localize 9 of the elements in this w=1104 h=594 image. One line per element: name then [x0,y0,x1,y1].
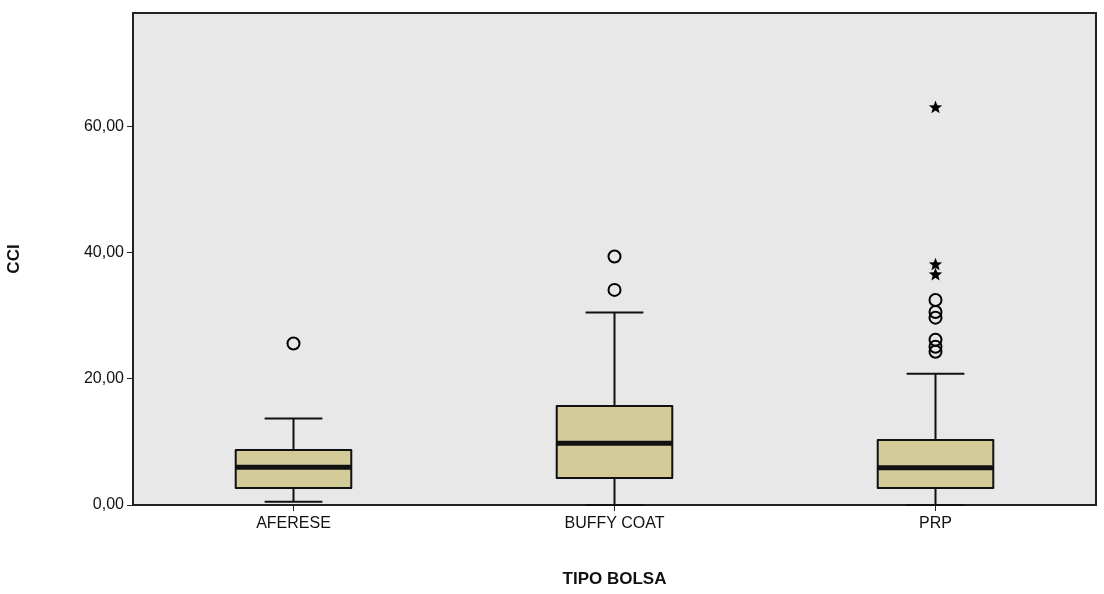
y-tick-label: 40,00 [83,243,125,261]
y-tick-label: 20,00 [83,369,125,387]
x-tick-label: PRP [919,514,952,532]
y-tick-label: 60,00 [83,116,125,134]
x-tick-label: BUFFY COAT [564,514,665,532]
x-axis-title: TIPO BOLSA [562,569,667,589]
x-tick-label: AFERESE [256,514,331,532]
y-axis-title: CCI [3,244,23,274]
y-tick-label: 0,00 [92,495,125,513]
